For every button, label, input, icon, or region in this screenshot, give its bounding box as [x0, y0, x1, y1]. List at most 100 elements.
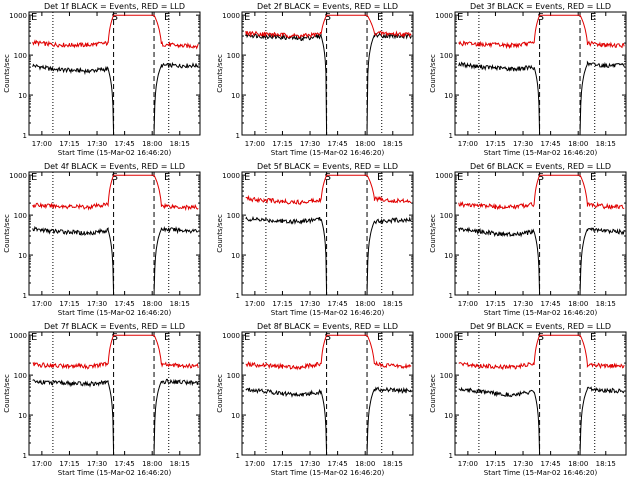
x-tick-label: 17:45 [328, 460, 348, 468]
events-series-line [32, 225, 199, 296]
x-tick-label: 17:15 [272, 460, 292, 468]
x-tick-label: 18:00 [568, 460, 588, 468]
x-tick-label: 17:00 [32, 140, 52, 148]
chart-title: Det 2f BLACK = Events, RED = LLD [257, 2, 398, 11]
x-tick-label: 17:30 [513, 460, 533, 468]
y-axis-label: Counts/sec [429, 54, 437, 93]
x-tick-label: 18:00 [142, 300, 162, 308]
y-tick-label: 1000 [9, 172, 27, 180]
events-series-line [458, 226, 625, 296]
plot-frame [28, 331, 201, 456]
x-tick-label: 17:15 [272, 300, 292, 308]
y-tick-label: 1 [449, 132, 453, 140]
events-series-line [32, 61, 199, 136]
x-tick-label: 18:15 [383, 300, 403, 308]
x-tick-label: 17:00 [32, 460, 52, 468]
x-tick-label: 17:15 [59, 300, 79, 308]
y-tick-label: 10 [18, 412, 27, 420]
x-axis-label: Start Time (15-Mar-02 16:46:20) [271, 469, 385, 477]
x-tick-label: 17:30 [300, 460, 320, 468]
marker-letter-e: E [457, 332, 463, 343]
plot-frame [241, 171, 414, 296]
x-tick-label: 17:30 [513, 140, 533, 148]
lld-series-line [32, 174, 199, 212]
x-tick-label: 18:00 [568, 300, 588, 308]
x-tick-label: 17:15 [59, 140, 79, 148]
x-tick-label: 18:15 [170, 140, 190, 148]
chart-title: Det 8f BLACK = Events, RED = LLD [257, 322, 398, 331]
y-tick-label: 10 [18, 92, 27, 100]
y-tick-label: 1000 [222, 172, 240, 180]
marker-letter-e: E [164, 332, 170, 343]
detector-chart-1: Det 1f BLACK = Events, RED = LLD Counts/s… [3, 2, 201, 157]
y-tick-label: 10 [231, 412, 240, 420]
marker-letter-e: E [457, 12, 463, 23]
y-axis-label: Counts/sec [216, 214, 224, 253]
chart-title: Det 3f BLACK = Events, RED = LLD [470, 2, 611, 11]
x-tick-label: 17:00 [458, 460, 478, 468]
x-tick-label: 18:00 [355, 460, 375, 468]
x-tick-label: 17:30 [513, 300, 533, 308]
plot-frame [241, 11, 414, 136]
marker-letter-e: E [31, 12, 37, 23]
lld-series-line [245, 334, 412, 371]
x-tick-label: 17:30 [87, 140, 107, 148]
marker-letter-s: S [325, 332, 331, 343]
x-tick-label: 18:15 [383, 460, 403, 468]
y-axis-label: Counts/sec [3, 374, 11, 413]
marker-letter-s: S [538, 332, 544, 343]
detector-chart-8: Det 8f BLACK = Events, RED = LLD Counts/s… [216, 322, 414, 477]
chart-title: Det 6f BLACK = Events, RED = LLD [470, 162, 611, 171]
marker-letter-e: E [244, 172, 250, 183]
detector-chart-2: Det 2f BLACK = Events, RED = LLD Counts/s… [216, 2, 414, 157]
x-axis-label: Start Time (15-Mar-02 16:46:20) [271, 309, 385, 317]
x-tick-label: 17:00 [32, 300, 52, 308]
lld-series-line [458, 14, 625, 50]
x-tick-label: 17:00 [245, 140, 265, 148]
y-tick-label: 10 [444, 252, 453, 260]
x-tick-label: 18:00 [142, 140, 162, 148]
marker-letter-e: E [590, 172, 596, 183]
x-axis-label: Start Time (15-Mar-02 16:46:20) [484, 309, 598, 317]
marker-letter-e: E [164, 172, 170, 183]
x-axis-label: Start Time (15-Mar-02 16:46:20) [58, 469, 172, 477]
events-series-line [458, 60, 625, 136]
x-axis-label: Start Time (15-Mar-02 16:46:20) [271, 149, 385, 157]
x-tick-label: 17:45 [541, 300, 561, 308]
y-tick-label: 10 [231, 252, 240, 260]
marker-letter-s: S [325, 172, 331, 183]
y-axis-label: Counts/sec [3, 54, 11, 93]
x-tick-label: 18:00 [355, 300, 375, 308]
events-series-line [245, 386, 412, 456]
y-tick-label: 1000 [222, 12, 240, 20]
y-tick-label: 1 [236, 132, 240, 140]
y-tick-label: 1 [236, 292, 240, 300]
x-tick-label: 17:30 [87, 460, 107, 468]
lld-series-line [245, 174, 412, 206]
y-tick-label: 1 [449, 292, 453, 300]
y-tick-label: 1 [449, 452, 453, 460]
y-tick-label: 100 [14, 372, 27, 380]
plot-frame [454, 11, 627, 136]
chart-title: Det 4f BLACK = Events, RED = LLD [44, 162, 185, 171]
chart-title: Det 1f BLACK = Events, RED = LLD [44, 2, 185, 11]
marker-letter-e: E [164, 12, 170, 23]
marker-letter-s: S [538, 172, 544, 183]
y-tick-label: 100 [14, 212, 27, 220]
x-tick-label: 17:15 [272, 140, 292, 148]
x-tick-label: 18:00 [355, 140, 375, 148]
y-tick-label: 100 [440, 372, 453, 380]
x-tick-label: 17:15 [485, 460, 505, 468]
x-tick-label: 17:45 [541, 140, 561, 148]
marker-letter-e: E [590, 332, 596, 343]
y-tick-label: 10 [444, 412, 453, 420]
marker-letter-e: E [244, 332, 250, 343]
detector-chart-5: Det 5f BLACK = Events, RED = LLD Counts/s… [216, 162, 414, 317]
events-series-line [245, 215, 412, 296]
marker-letter-s: S [112, 12, 118, 23]
chart-title: Det 9f BLACK = Events, RED = LLD [470, 322, 611, 331]
y-tick-label: 1000 [435, 332, 453, 340]
plot-frame [28, 11, 201, 136]
y-tick-label: 100 [227, 212, 240, 220]
marker-letter-e: E [457, 172, 463, 183]
